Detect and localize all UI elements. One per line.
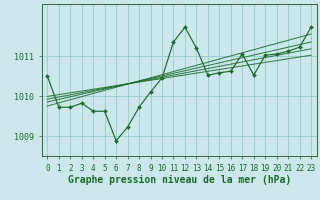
X-axis label: Graphe pression niveau de la mer (hPa): Graphe pression niveau de la mer (hPa)	[68, 175, 291, 185]
